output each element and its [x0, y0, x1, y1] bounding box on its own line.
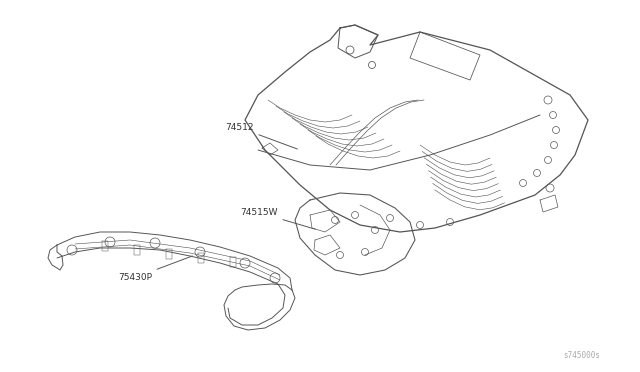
Text: 75430P: 75430P: [118, 256, 193, 282]
Text: 74515W: 74515W: [240, 208, 316, 229]
Text: s745000s: s745000s: [563, 351, 600, 360]
Text: 74512: 74512: [225, 123, 298, 149]
